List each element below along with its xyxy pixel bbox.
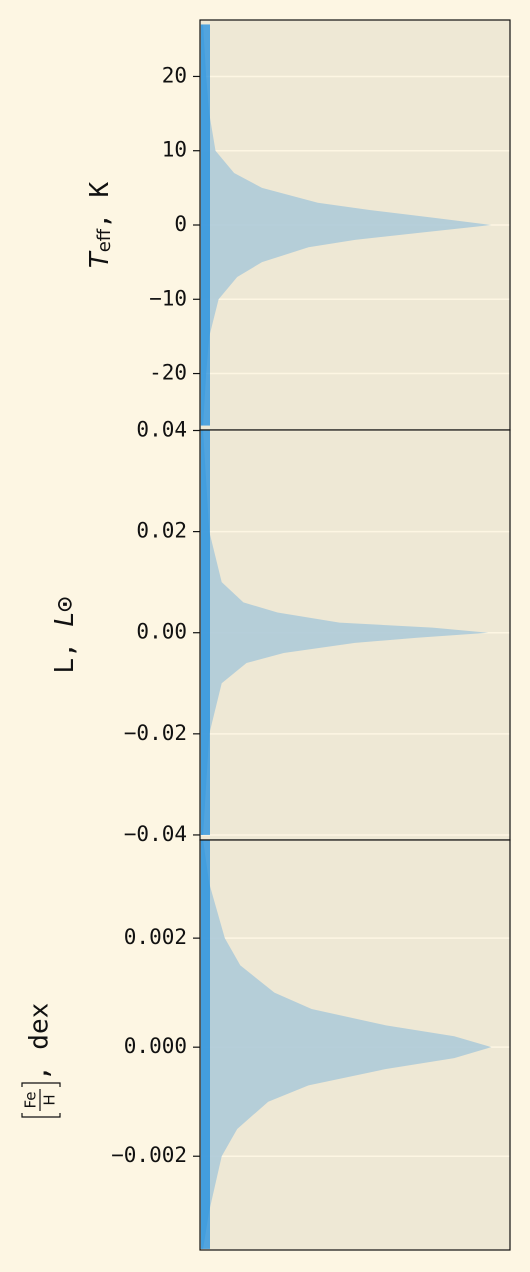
- y-tick-label: −0.02: [124, 721, 187, 745]
- label-part: L,: [50, 627, 80, 674]
- label-numerator: Fe: [22, 1091, 40, 1108]
- label-text: Teff, K: [85, 181, 115, 268]
- label-part: T: [85, 250, 115, 268]
- density-area: [200, 430, 489, 835]
- y-tick-label: 20: [162, 63, 187, 87]
- label-denominator: H: [41, 1094, 59, 1105]
- y-tick-label: −0.002: [111, 1143, 187, 1167]
- y-axis-label: Fe H , dex: [21, 1003, 61, 1118]
- label-text: L, L⊙: [50, 596, 80, 673]
- y-tick-label: 0.02: [136, 519, 187, 543]
- y-tick-label: 0.002: [124, 925, 187, 949]
- y-axis-label: Teff, K: [85, 181, 115, 268]
- y-axis-label: L, L⊙: [50, 596, 80, 673]
- plot-frame: [199, 839, 511, 1251]
- label-part: ⊙: [50, 596, 80, 612]
- y-tick-label: 0.04: [136, 418, 187, 442]
- y-tick-label: -20: [149, 361, 187, 385]
- y-tick-label: 10: [162, 138, 187, 162]
- sample-strip: [201, 430, 210, 835]
- label-text: , dex: [25, 1003, 55, 1081]
- label-part: , K: [85, 181, 115, 228]
- label-part: L: [50, 612, 80, 627]
- label-part: eff: [94, 228, 115, 252]
- y-tick-label: −10: [149, 286, 187, 310]
- y-tick-label: 0: [174, 212, 187, 236]
- y-tick-label: −0.04: [124, 822, 187, 846]
- bracket: [21, 1082, 61, 1118]
- density-area: [200, 840, 492, 1249]
- sample-strip: [201, 840, 210, 1249]
- density-area: [200, 24, 492, 426]
- y-tick-label: 0.000: [124, 1034, 187, 1058]
- sample-strip: [201, 24, 210, 426]
- y-tick-label: 0.00: [136, 620, 187, 644]
